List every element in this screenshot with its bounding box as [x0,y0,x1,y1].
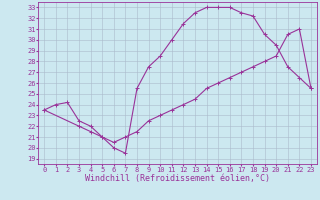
X-axis label: Windchill (Refroidissement éolien,°C): Windchill (Refroidissement éolien,°C) [85,174,270,183]
